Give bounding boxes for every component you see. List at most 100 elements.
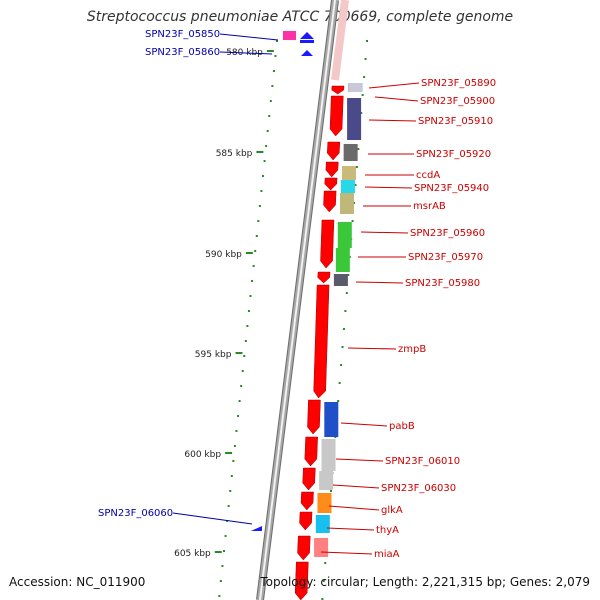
ruler-dot [271, 85, 274, 87]
inner-dot [360, 112, 363, 114]
ruler-dot [221, 565, 224, 567]
scale-label: 605 kbp [174, 549, 211, 559]
inner-dot [321, 598, 324, 600]
inner-dot [347, 274, 350, 276]
ruler-dot [244, 340, 247, 342]
ruler-dot [266, 130, 269, 132]
inner-dot [330, 490, 332, 492]
gene-block [343, 144, 358, 161]
gene-block [335, 248, 350, 272]
gene-block [315, 515, 330, 533]
gene-block [319, 471, 334, 490]
forward-gene-label: zmpB [398, 344, 426, 355]
ruler-dot [265, 145, 268, 147]
reverse-gene-label: SPN23F_05860 [145, 47, 220, 58]
ruler-dot [251, 280, 254, 282]
inner-dot [361, 94, 364, 96]
gene-leader [219, 51, 273, 55]
ruler-dot [233, 445, 236, 447]
forward-gene-label: SPN23F_05910 [418, 116, 493, 127]
forward-gene-label: SPN23F_06030 [381, 483, 456, 494]
ruler-dot [240, 385, 243, 387]
inner-dot [344, 310, 347, 312]
gene-leader [347, 347, 397, 350]
scale-label: 600 kbp [184, 450, 221, 460]
inner-dot [342, 328, 345, 330]
gene-leader [335, 458, 384, 462]
ruler-dot [258, 205, 261, 207]
gene-arrow [313, 284, 330, 399]
gene-arrow [307, 399, 321, 435]
genome-backbone [256, 0, 339, 600]
forward-gene-label: thyA [376, 525, 399, 536]
gene-arrow [300, 491, 314, 511]
inner-dot [337, 400, 340, 402]
gene-arrow [325, 161, 339, 178]
gene-leader [355, 281, 404, 284]
ruler-dot [237, 415, 240, 417]
inner-dot [354, 184, 357, 186]
backbone-highlight [259, 0, 336, 600]
gene-leader [172, 512, 253, 525]
ruler-dot [223, 550, 225, 552]
ruler-dot [255, 235, 258, 237]
forward-gene-label: ccdA [416, 170, 440, 181]
forward-gene-label: SPN23F_05970 [408, 252, 483, 263]
ruler-dot [272, 70, 275, 72]
upper-strip [331, 0, 349, 81]
ruler-dot [218, 595, 221, 597]
forward-gene-label: SPN23F_05940 [414, 183, 489, 194]
gene-block [314, 538, 329, 557]
gene-leader [320, 551, 373, 555]
ruler-dot [249, 295, 252, 297]
ruler-dot [238, 400, 241, 402]
gene-leader [326, 527, 375, 531]
ruler-dot [263, 160, 266, 162]
gene-arrow [299, 511, 313, 531]
gene-arrow [317, 271, 331, 284]
gene-arrow [323, 190, 337, 213]
inner-dot [357, 148, 360, 150]
gene-arrow [294, 561, 309, 600]
reverse-gene-block [300, 40, 314, 43]
reverse-gene-label: SPN23F_06060 [98, 508, 173, 519]
gene-arrow [297, 535, 311, 561]
ruler-dot [229, 490, 232, 492]
inner-dot [351, 220, 354, 222]
gene-arrow [327, 141, 341, 161]
ruler-dot [247, 310, 250, 312]
gene-block [324, 402, 339, 437]
reverse-gene-arrow [300, 32, 314, 39]
inner-dot [364, 58, 367, 60]
gene-arrow [331, 85, 345, 95]
accession-text: Accession: NC_011900 [9, 575, 146, 589]
inner-dot [345, 292, 348, 294]
gene-leader [364, 186, 413, 189]
ruler-dot [243, 355, 246, 357]
gene-block [333, 274, 348, 286]
gene-block [340, 180, 355, 193]
reverse-gene-label: SPN23F_05850 [145, 29, 220, 40]
gene-leader [328, 505, 380, 511]
gene-block [321, 439, 336, 471]
forward-gene-label: pabB [389, 421, 415, 432]
ruler-dot [224, 535, 227, 537]
gene-leader [360, 231, 409, 234]
reverse-gene-block [283, 31, 296, 40]
gene-block [347, 98, 362, 140]
topology-text: Topology: circular; Length: 2,221,315 bp… [260, 575, 590, 589]
ruler-dot [230, 475, 233, 477]
ruler-dot [232, 460, 235, 462]
gene-block [317, 493, 332, 513]
gene-leader [368, 119, 417, 122]
gene-leader [219, 33, 279, 41]
forward-gene-label: SPN23F_05980 [405, 278, 480, 289]
forward-gene-label: msrAB [413, 201, 446, 212]
ruler-dot [260, 190, 263, 192]
scale-label: 585 kbp [216, 149, 253, 159]
gene-leader [368, 82, 420, 89]
inner-dot [353, 202, 356, 204]
ruler-dot [269, 100, 272, 102]
ruler-dot [246, 325, 249, 327]
